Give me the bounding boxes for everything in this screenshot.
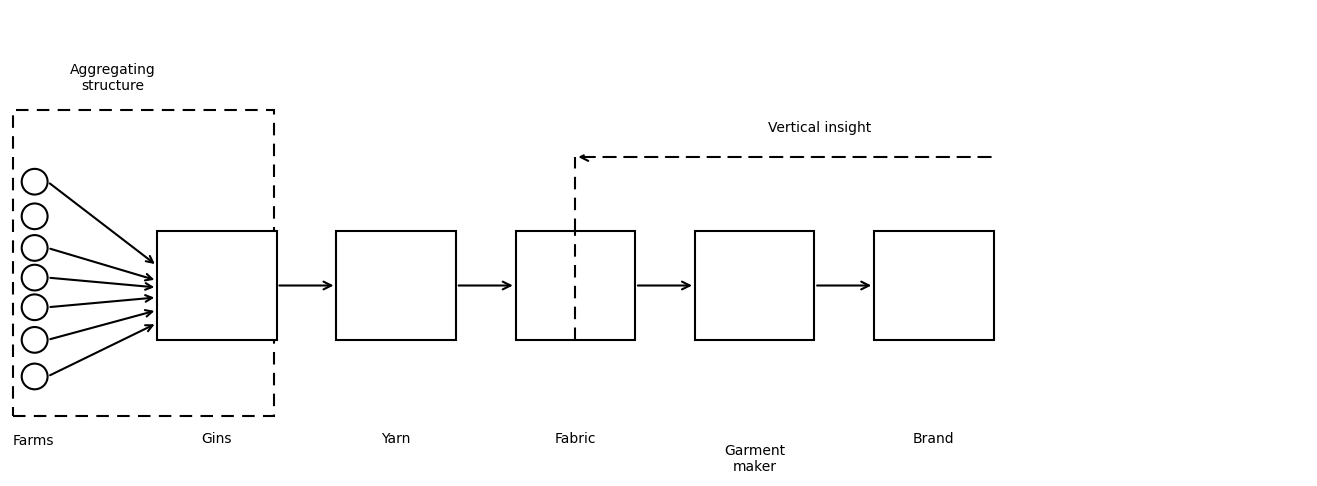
Text: Garment
maker: Garment maker [724,444,785,474]
Circle shape [21,265,47,291]
Circle shape [21,327,47,353]
Bar [874,231,993,340]
Bar [13,109,274,416]
Circle shape [21,204,47,229]
Text: Aggregating
structure: Aggregating structure [70,63,155,93]
Circle shape [21,364,47,389]
Bar [515,231,635,340]
Circle shape [21,169,47,194]
Text: Farms: Farms [13,434,54,448]
Circle shape [21,295,47,320]
Bar [695,231,814,340]
Text: Brand: Brand [913,432,955,446]
Bar [157,231,277,340]
Text: Gins: Gins [202,432,232,446]
Text: Yarn: Yarn [382,432,411,446]
Text: Vertical insight: Vertical insight [768,121,871,135]
Bar [336,231,456,340]
Text: Fabric: Fabric [554,432,597,446]
Circle shape [21,235,47,261]
